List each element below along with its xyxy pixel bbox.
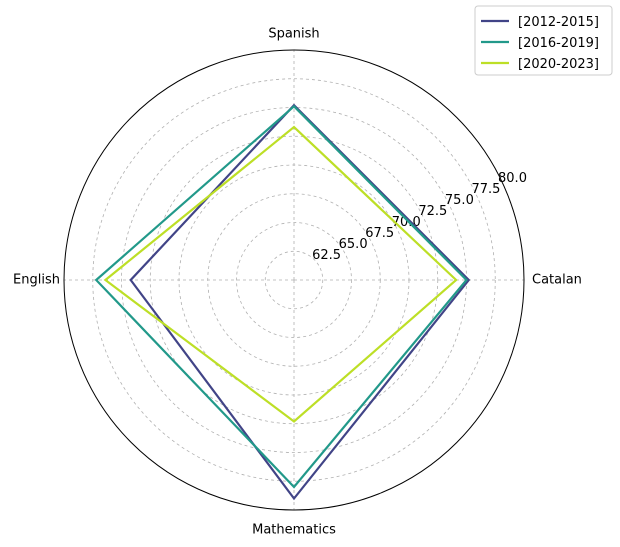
- axis-label-spanish: Spanish: [268, 27, 319, 42]
- outer-frame: [63, 49, 525, 511]
- axis-label-mathematics: Mathematics: [252, 523, 336, 538]
- legend-label: [2012-2015]: [518, 15, 599, 30]
- series-line-2: [94, 104, 468, 489]
- series-lines: [94, 103, 471, 501]
- radial-tick-label: 72.5: [418, 204, 447, 219]
- grid-circle: [264, 250, 324, 310]
- radial-tick-labels: 62.565.067.570.072.575.077.580.0: [312, 171, 527, 263]
- axis-label-english: English: [13, 273, 60, 288]
- series-line-3: [103, 125, 458, 423]
- radial-tick-label: 65.0: [339, 237, 368, 252]
- legend-frame: [474, 5, 613, 76]
- legend: [2012-2015] [2016-2019] [2020-2023]: [474, 5, 613, 76]
- grid-circle: [236, 222, 352, 338]
- radial-tick-label: 75.0: [445, 193, 474, 208]
- legend-label: [2020-2023]: [518, 57, 599, 72]
- grid-circle: [149, 135, 439, 425]
- radial-tick-label: 67.5: [365, 226, 394, 241]
- grid-circle: [92, 78, 496, 482]
- radial-tick-label: 77.5: [471, 182, 500, 197]
- radial-tick-label: 80.0: [498, 171, 527, 186]
- axis-labels: Catalan Spanish English Mathematics: [13, 27, 582, 538]
- radial-tick-label: 62.5: [312, 248, 341, 263]
- legend-label: [2016-2019]: [518, 36, 599, 51]
- axis-label-catalan: Catalan: [532, 273, 582, 288]
